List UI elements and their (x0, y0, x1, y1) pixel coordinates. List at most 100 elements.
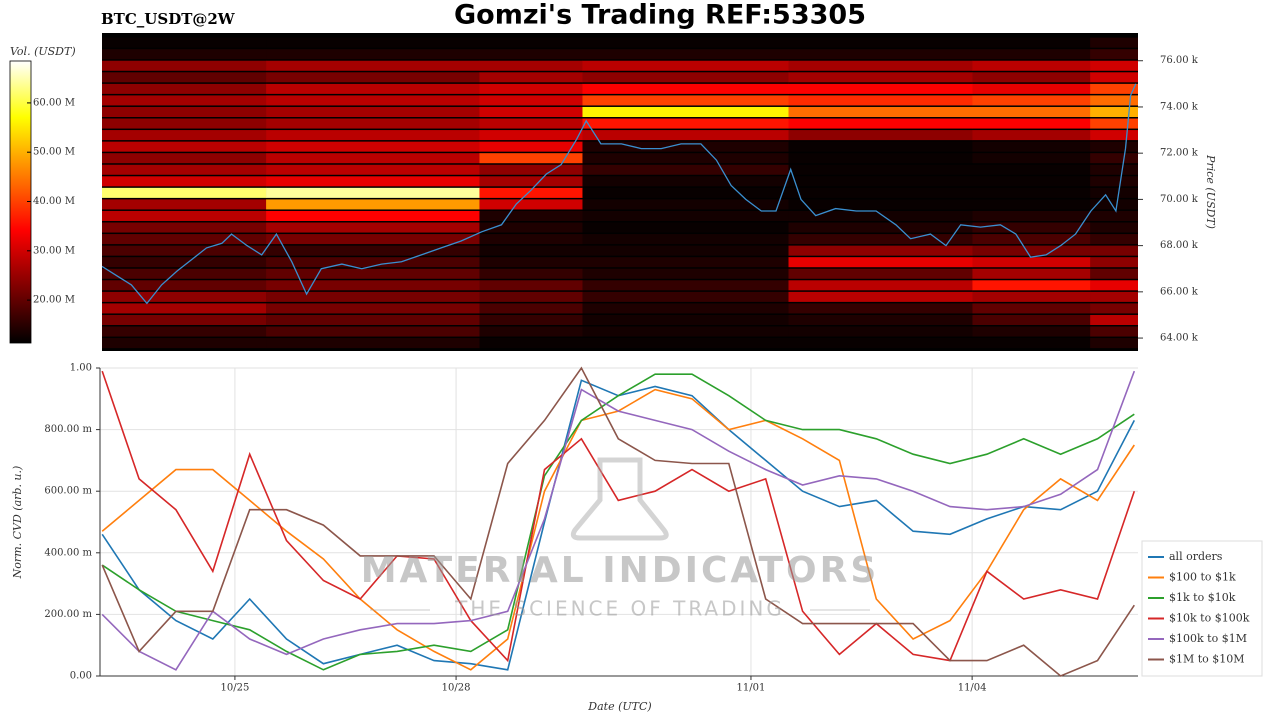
heatmap-cell (582, 49, 789, 60)
heatmap-cell (1090, 176, 1138, 187)
heatmap-cell (788, 187, 973, 198)
page-title: Gomzi's Trading REF:53305 (454, 0, 866, 31)
heatmap-cell (102, 118, 267, 129)
heatmap-cell (102, 141, 267, 152)
heatmap-cell (479, 72, 583, 83)
legend-label: $10k to $100k (1169, 612, 1250, 625)
heatmap-cell (972, 95, 1091, 106)
heatmap-cell (266, 314, 480, 326)
heatmap-cell (788, 303, 973, 314)
heatmap-cell (1090, 199, 1138, 210)
series-lines (101, 366, 1136, 677)
watermark: MATERIAL INDICATORS THE SCIENCE OF TRADI… (361, 457, 876, 621)
heatmap-cell (972, 245, 1091, 256)
legend-label: $100k to $1M (1169, 632, 1247, 645)
y-tick-label: 1.00 (70, 363, 92, 374)
heatmap-cell (788, 72, 973, 83)
heatmap-cell (972, 49, 1091, 60)
series-line (101, 366, 1135, 677)
heatmap-cell (788, 314, 973, 326)
heatmap-cell (582, 234, 789, 245)
legend-box (1141, 540, 1263, 677)
heatmap-cell (788, 164, 973, 175)
heatmap-cell (479, 210, 583, 222)
heatmap-cell (479, 268, 583, 279)
heatmap-cell (788, 291, 973, 302)
y-tick-label: 64.00 k (1160, 333, 1199, 344)
heatmap-cell (1090, 187, 1138, 198)
series-line (101, 388, 1135, 671)
heatmap-cell (788, 49, 973, 60)
series-line (101, 370, 1136, 663)
heatmap-cell (266, 257, 480, 268)
heatmap-cell (582, 37, 789, 48)
heatmap-cell (582, 314, 789, 326)
heatmap-cell (479, 176, 583, 187)
heatmap-cell (1090, 326, 1138, 337)
heatmap-cell (972, 37, 1091, 48)
colorbar-tick-label: 50.00 M (33, 147, 75, 158)
heatmap-cell (102, 338, 267, 349)
heatmap-cell (102, 164, 267, 175)
heatmap-cell (972, 210, 1091, 222)
heatmap-cell (479, 164, 583, 175)
heatmap-cell (479, 303, 583, 314)
heatmap-cell (266, 153, 480, 164)
heatmap-cell (788, 268, 973, 279)
heatmap-cell (582, 257, 789, 268)
heatmap-cell (582, 164, 789, 175)
x-axis-label: Date (UTC) (587, 700, 651, 713)
y-tick-label: 0.00 (70, 671, 92, 682)
heatmap-cell (972, 106, 1091, 118)
y-tick-label: 68.00 k (1160, 240, 1199, 251)
heatmap-cell (582, 83, 789, 94)
x-tick-label: 11/01 (737, 683, 766, 694)
heatmap-cell (479, 106, 583, 118)
heatmap-cell (972, 72, 1091, 83)
heatmap-cell (582, 118, 789, 129)
heatmap-cell (972, 280, 1091, 291)
heatmap-cell (1090, 268, 1138, 279)
heatmap-cell (972, 153, 1091, 164)
heatmap-cell (1090, 314, 1138, 326)
heatmap-cell (266, 60, 480, 71)
heatmap-cell (102, 72, 267, 83)
series-line (101, 373, 1135, 671)
heatmap-cell (972, 257, 1091, 268)
heatmap-cell (266, 280, 480, 291)
heatmap-cell (479, 257, 583, 268)
heatmap-cell (582, 141, 789, 152)
heatmap-cell (788, 222, 973, 233)
heatmap-cell (582, 280, 789, 291)
x-tick-label: 11/04 (958, 683, 987, 694)
heatmap-cell (102, 49, 267, 60)
heatmap-cell (972, 187, 1091, 198)
heatmap-cell (972, 338, 1091, 349)
heatmap-cell (1090, 37, 1138, 48)
heatmap-cell (266, 118, 480, 129)
heatmap-cell (1090, 83, 1138, 94)
heatmap-cell (582, 72, 789, 83)
heatmap-cell (479, 141, 583, 152)
heatmap-cell (972, 83, 1091, 94)
heatmap-cell (788, 338, 973, 349)
y-tick-label: 66.00 k (1160, 286, 1199, 297)
colorbar-label: Vol. (USDT) (10, 45, 76, 58)
heatmap-cell (1090, 72, 1138, 83)
heatmap-cell (1090, 338, 1138, 349)
legend-label: $100 to $1k (1169, 571, 1236, 584)
heatmap-cell (788, 83, 973, 94)
heatmap-cell (972, 164, 1091, 175)
heatmap-cell (266, 95, 480, 106)
heatmap-cell (1090, 234, 1138, 245)
heatmap-cell (582, 153, 789, 164)
heatmap-cell (102, 210, 267, 222)
y-tick-label: 76.00 k (1160, 55, 1199, 66)
watermark-icon (570, 457, 669, 541)
heatmap-cell (266, 326, 480, 337)
heatmap-cell (1090, 95, 1138, 106)
heatmap-cell (1090, 164, 1138, 175)
heatmap-cell (972, 291, 1091, 302)
heatmap-cell (479, 60, 583, 71)
